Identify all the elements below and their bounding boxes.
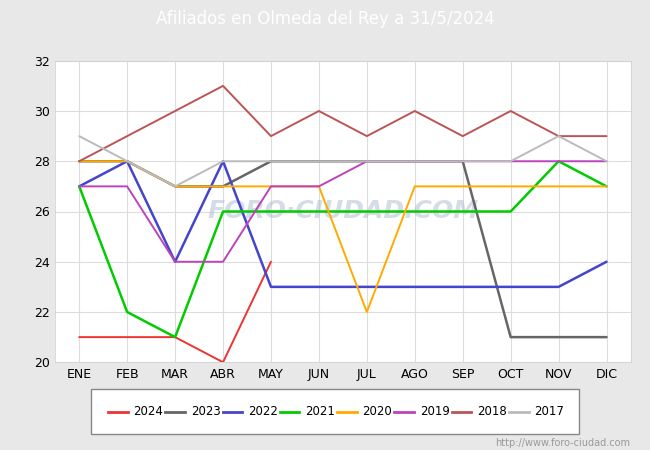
Text: 2017: 2017 bbox=[534, 405, 564, 418]
Text: 2022: 2022 bbox=[248, 405, 278, 418]
Text: 2021: 2021 bbox=[306, 405, 335, 418]
Text: 2018: 2018 bbox=[477, 405, 507, 418]
Text: 2023: 2023 bbox=[190, 405, 220, 418]
Text: http://www.foro-ciudad.com: http://www.foro-ciudad.com bbox=[495, 438, 630, 448]
FancyBboxPatch shape bbox=[91, 389, 578, 434]
Text: 2024: 2024 bbox=[133, 405, 163, 418]
Text: FORO·CIUDAD.COM: FORO·CIUDAD.COM bbox=[207, 199, 478, 224]
Text: 2019: 2019 bbox=[420, 405, 450, 418]
Text: 2020: 2020 bbox=[363, 405, 393, 418]
Text: Afiliados en Olmeda del Rey a 31/5/2024: Afiliados en Olmeda del Rey a 31/5/2024 bbox=[155, 10, 495, 28]
